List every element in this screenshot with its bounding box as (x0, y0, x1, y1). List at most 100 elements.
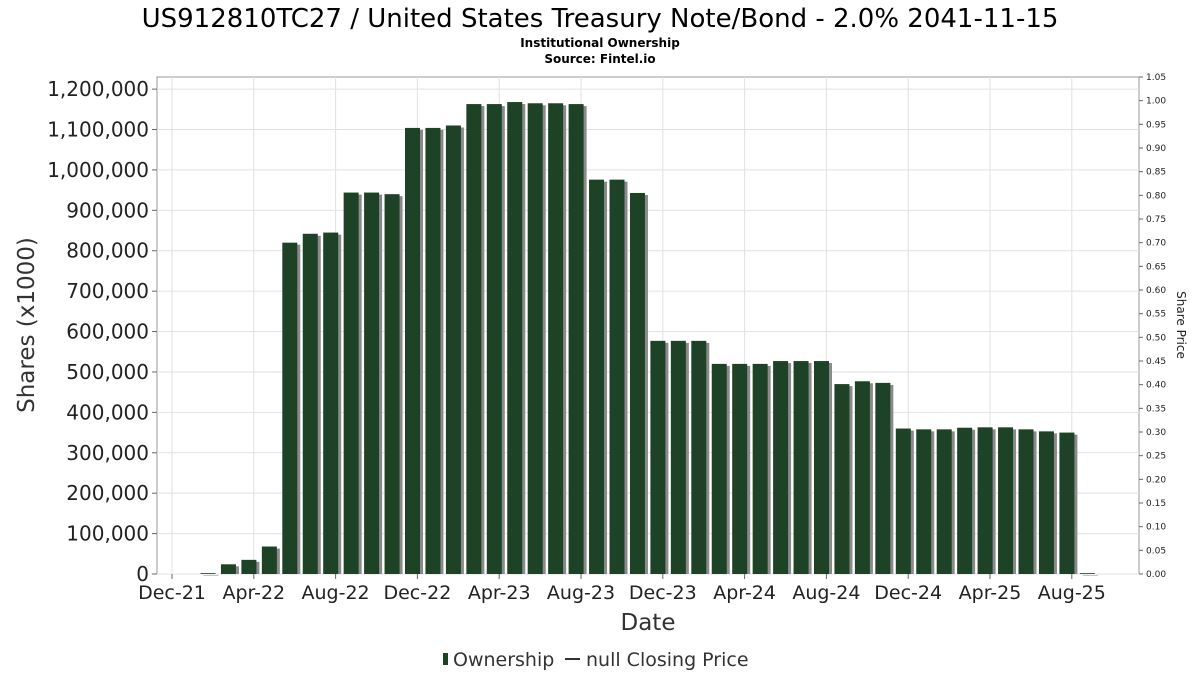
y-axis-right-label: Share Price (1174, 291, 1188, 359)
x-tick-label: Apr-22 (222, 582, 285, 604)
y-right-tick-label: 0.70 (1146, 239, 1166, 249)
ownership-bars (200, 102, 1098, 576)
x-tick-label: Aug-24 (792, 582, 860, 604)
y-right-tick-label: 0.15 (1146, 499, 1166, 509)
y-tick-label: 300,000 (66, 441, 149, 465)
ownership-bar (1059, 432, 1075, 574)
chart-title: US912810TC27 / United States Treasury No… (142, 4, 1059, 34)
ownership-bar (732, 363, 748, 574)
ownership-bar (261, 546, 277, 574)
y-right-tick-label: 0.30 (1146, 428, 1166, 438)
y-right-tick-label: 0.45 (1146, 357, 1166, 367)
ownership-bar (486, 104, 502, 574)
ownership-bar (957, 427, 973, 574)
ownership-bar (854, 381, 870, 574)
ownership-bar (384, 194, 400, 574)
y-tick-label: 0 (136, 562, 149, 586)
y-tick-label: 800,000 (66, 239, 149, 263)
ownership-bar (936, 429, 952, 574)
y-tick-label: 100,000 (66, 522, 149, 546)
ownership-bar (814, 361, 829, 574)
ownership-bar (200, 573, 216, 574)
ownership-bar (998, 427, 1014, 574)
y-right-tick-label: 0.60 (1146, 286, 1166, 296)
x-tick-label: Dec-24 (874, 582, 942, 604)
y-tick-label: 500,000 (66, 360, 149, 384)
y-right-tick-label: 0.55 (1146, 310, 1166, 320)
ownership-bar (527, 103, 543, 575)
ownership-bar (875, 382, 891, 574)
ownership-bar (241, 559, 257, 574)
ownership-bar (568, 104, 584, 574)
ownership-bar (343, 192, 359, 574)
ownership-bar (445, 125, 461, 575)
x-tick-label: Aug-22 (302, 582, 370, 604)
y-tick-label: 1,100,000 (47, 118, 149, 142)
ownership-bar (1038, 431, 1054, 574)
x-axis-label: Date (621, 610, 676, 636)
ownership-bar (752, 363, 768, 574)
x-axis: Dec-21 Apr-22 Aug-22 Dec-22 Apr-23 Aug-23 Dec-… (138, 574, 1106, 604)
ownership-bar (548, 103, 564, 575)
ownership-bar (895, 428, 911, 574)
ownership-bar (916, 429, 932, 574)
y-tick-label: 200,000 (66, 481, 149, 505)
ownership-bar (507, 102, 523, 574)
ownership-bar (220, 564, 236, 574)
x-tick-label: Apr-24 (713, 582, 776, 604)
legend-ownership-label: Ownership (453, 649, 554, 671)
chart-subtitle-ownership: Institutional Ownership (520, 36, 680, 50)
y-right-tick-label: 0.05 (1146, 546, 1166, 556)
x-tick-label: Dec-22 (383, 582, 451, 604)
y-right-tick-label: 0.65 (1146, 262, 1166, 272)
y-right-tick-label: 0.20 (1146, 475, 1166, 485)
y-axis-right: 0.00 0.05 0.10 0.15 0.20 0.25 0.30 0.35 0.40 0.45… (1139, 73, 1166, 580)
y-right-tick-label: 0.85 (1146, 168, 1166, 178)
ownership-bar (670, 340, 686, 574)
y-tick-label: 1,000,000 (47, 158, 149, 182)
ownership-bar (1079, 573, 1095, 574)
y-tick-label: 900,000 (66, 198, 149, 222)
ownership-bar (466, 104, 482, 574)
x-tick-label: Apr-25 (959, 582, 1022, 604)
ownership-bar (793, 361, 809, 574)
y-right-tick-label: 0.40 (1146, 381, 1166, 391)
y-tick-label: 400,000 (66, 400, 149, 424)
ownership-bar (691, 340, 707, 574)
ownership-bar (302, 233, 318, 575)
x-tick-label: Aug-25 (1038, 582, 1106, 604)
ownership-bar-shadow (1082, 575, 1098, 576)
x-tick-label: Dec-23 (629, 582, 697, 604)
x-tick-label: Aug-23 (547, 582, 615, 604)
y-right-tick-label: 0.80 (1146, 191, 1166, 201)
legend-ownership-swatch (443, 653, 448, 665)
y-right-tick-label: 0.95 (1146, 120, 1166, 130)
ownership-bar (589, 179, 605, 575)
ownership-bar (609, 179, 625, 575)
y-tick-label: 600,000 (66, 320, 149, 344)
ownership-bar (364, 192, 380, 574)
y-axis-label: Shares (x1000) (14, 237, 40, 413)
ownership-bar (425, 127, 441, 574)
ownership-bar (711, 363, 727, 574)
y-right-tick-label: 0.00 (1146, 570, 1166, 580)
ownership-bar (1018, 429, 1034, 574)
ownership-bar (650, 340, 666, 574)
ownership-bar (282, 242, 298, 574)
y-axis-left: 0 100,000 200,000 300,000 400,000 500,000 600,… (47, 77, 157, 586)
ownership-bar (629, 192, 645, 574)
chart-subtitle-source: Source: Fintel.io (544, 52, 655, 66)
y-right-tick-label: 0.75 (1146, 215, 1166, 225)
ownership-bar (834, 384, 850, 574)
y-right-tick-label: 0.50 (1146, 333, 1166, 343)
ownership-bar (323, 232, 339, 574)
y-right-tick-label: 0.25 (1146, 452, 1166, 462)
y-tick-label: 700,000 (66, 279, 149, 303)
ownership-bar (773, 361, 789, 574)
x-tick-label: Dec-21 (138, 582, 206, 604)
y-tick-label: 1,200,000 (47, 77, 149, 101)
ownership-bar (405, 127, 420, 574)
y-right-tick-label: 0.90 (1146, 144, 1166, 154)
x-tick-label: Apr-23 (468, 582, 531, 604)
